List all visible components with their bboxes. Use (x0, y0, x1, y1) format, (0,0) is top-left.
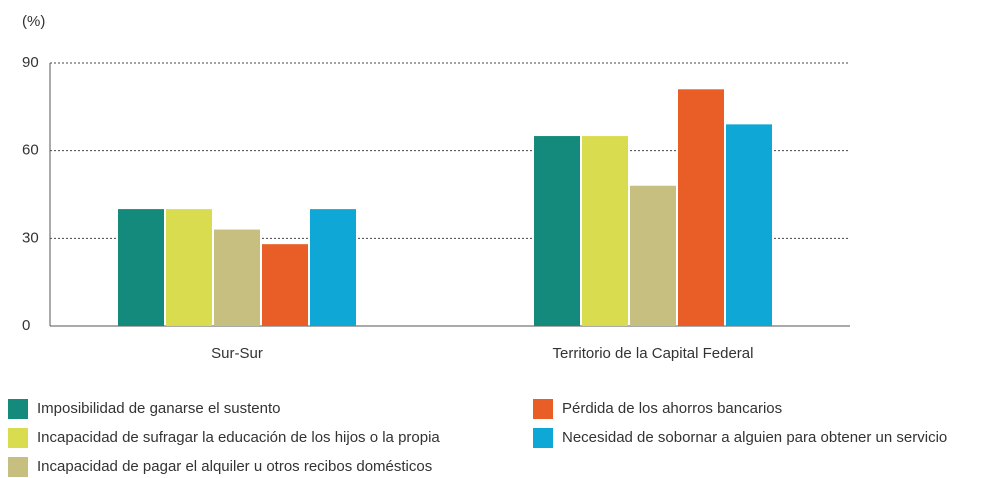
y-tick-label: 90 (22, 54, 39, 71)
bar (118, 209, 164, 326)
bar (310, 209, 356, 326)
legend-swatch (8, 428, 28, 448)
bar (214, 229, 260, 326)
x-tick-label: Sur-Sur (211, 345, 263, 362)
legend-label: Pérdida de los ahorros bancarios (562, 400, 782, 417)
legend-label: Incapacidad de pagar el alquiler u otros… (37, 458, 432, 475)
y-tick-label: 60 (22, 142, 39, 159)
bar (630, 185, 676, 326)
bar (534, 136, 580, 326)
bar (262, 244, 308, 326)
legend-swatch (533, 428, 553, 448)
legend-swatch (533, 399, 553, 419)
legend-label: Incapacidad de sufragar la educación de … (37, 429, 440, 446)
legend-swatch (8, 399, 28, 419)
y-tick-label: 0 (22, 317, 30, 334)
bar (678, 89, 724, 326)
bar (726, 124, 772, 326)
legend-label: Necesidad de sobornar a alguien para obt… (562, 429, 947, 446)
y-axis-label: (%) (22, 13, 45, 30)
legend-label: Imposibilidad de ganarse el sustento (37, 400, 281, 417)
bar (582, 136, 628, 326)
bar (166, 209, 212, 326)
x-tick-label: Territorio de la Capital Federal (553, 345, 754, 362)
legend-swatch (8, 457, 28, 477)
y-tick-label: 30 (22, 229, 39, 246)
